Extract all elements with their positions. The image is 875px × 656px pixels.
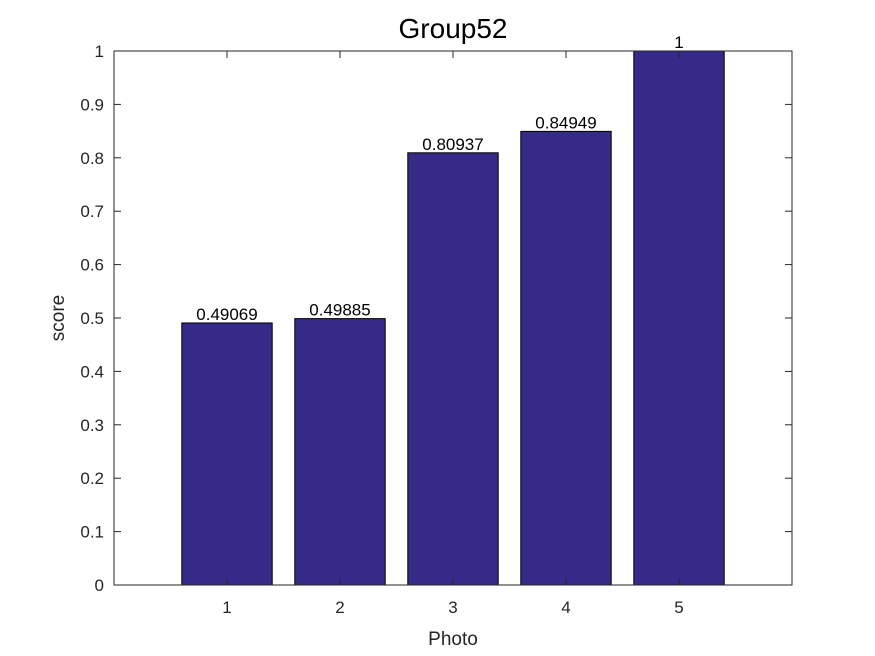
x-tick-label: 1 xyxy=(222,598,231,617)
chart-title: Group52 xyxy=(399,13,508,44)
x-tick-label: 5 xyxy=(674,598,683,617)
y-tick-label: 0.8 xyxy=(80,149,104,168)
y-tick-label: 0.1 xyxy=(80,523,104,542)
bar xyxy=(181,322,273,586)
y-axis-label: score xyxy=(48,295,69,341)
value-label: 0.49885 xyxy=(309,301,370,320)
y-tick-label: 0.3 xyxy=(80,416,104,435)
x-axis-label: Photo xyxy=(428,629,478,650)
value-label: 0.80937 xyxy=(422,135,483,154)
bar xyxy=(633,50,725,586)
value-label: 1 xyxy=(674,33,683,52)
y-tick-label: 0.4 xyxy=(80,362,104,381)
y-tick-label: 1 xyxy=(95,42,104,61)
y-tick-label: 0.7 xyxy=(80,202,104,221)
y-tick-label: 0.2 xyxy=(80,469,104,488)
value-label: 0.84949 xyxy=(535,113,596,132)
y-tick-label: 0.5 xyxy=(80,309,104,328)
bar xyxy=(294,318,386,586)
y-tick-label: 0.9 xyxy=(80,95,104,114)
bar xyxy=(407,152,499,586)
y-tick-label: 0.6 xyxy=(80,256,104,275)
x-tick-label: 2 xyxy=(335,598,344,617)
x-tick-label: 4 xyxy=(561,598,570,617)
value-label: 0.49069 xyxy=(196,305,257,324)
x-tick-label: 3 xyxy=(448,598,457,617)
bar xyxy=(520,130,612,586)
y-tick-label: 0 xyxy=(95,576,104,595)
